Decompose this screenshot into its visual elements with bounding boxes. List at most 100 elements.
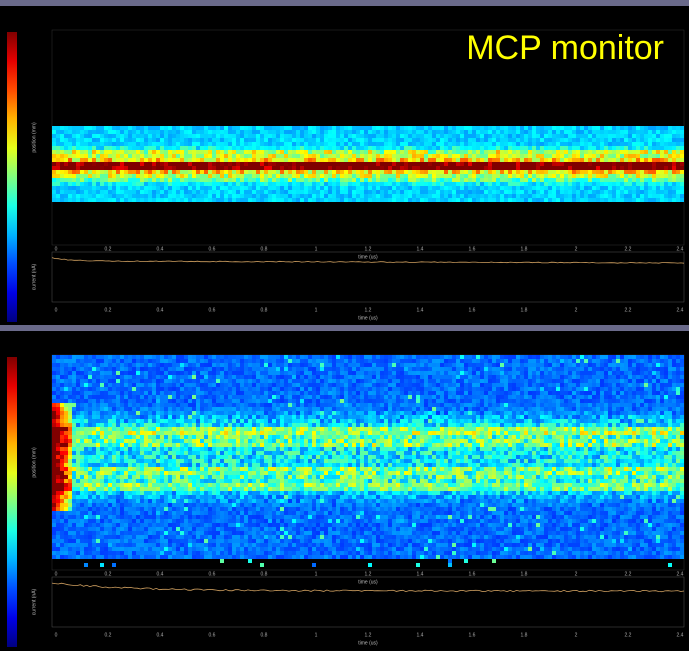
heatmap-cell <box>492 186 496 190</box>
heatmap-cell <box>452 174 456 178</box>
heatmap-cell <box>312 355 316 359</box>
heatmap-cell <box>160 190 164 194</box>
heatmap-cell <box>136 154 140 158</box>
heatmap-cell <box>220 194 224 198</box>
heatmap-cell <box>212 174 216 178</box>
heatmap-cell <box>60 134 64 138</box>
heatmap-cell <box>324 182 328 186</box>
heatmap-cell <box>420 170 424 174</box>
heatmap-cell <box>644 367 648 371</box>
heatmap-cell <box>404 363 408 367</box>
heatmap-cell <box>544 162 548 166</box>
heatmap-cell <box>368 367 372 371</box>
heatmap-cell <box>540 138 544 142</box>
heatmap-cell <box>244 174 248 178</box>
heatmap-cell <box>312 190 316 194</box>
heatmap-cell <box>628 367 632 371</box>
heatmap-cell <box>344 186 348 190</box>
heatmap-cell <box>308 371 312 375</box>
heatmap-cell <box>520 190 524 194</box>
heatmap-cell <box>400 391 404 395</box>
heatmap-cell <box>552 395 556 399</box>
heatmap-cell <box>236 190 240 194</box>
heatmap-cell <box>596 359 600 363</box>
heatmap-cell <box>200 186 204 190</box>
heatmap-cell <box>240 371 244 375</box>
heatmap-cell <box>92 178 96 182</box>
heatmap-cell <box>564 126 568 130</box>
heatmap-cell <box>320 367 324 371</box>
heatmap-cell <box>444 166 448 170</box>
heatmap-cell <box>484 194 488 198</box>
heatmap-cell <box>120 395 124 399</box>
heatmap-cell <box>56 126 60 130</box>
heatmap-cell <box>468 138 472 142</box>
heatmap-cell <box>624 355 628 359</box>
heatmap-cell <box>608 142 612 146</box>
heatmap-cell <box>520 375 524 379</box>
heatmap-cell <box>268 186 272 190</box>
heatmap-cell <box>72 154 76 158</box>
heatmap-cell <box>584 379 588 383</box>
heatmap-cell <box>452 170 456 174</box>
heatmap-cell <box>528 138 532 142</box>
heatmap-cell <box>392 178 396 182</box>
heatmap-cell <box>248 359 252 363</box>
heatmap-cell <box>272 399 276 403</box>
heatmap-cell <box>60 379 64 383</box>
heatmap-cell <box>540 355 544 359</box>
heatmap-cell <box>420 371 424 375</box>
heatmap-cell <box>676 198 680 202</box>
heatmap-cell <box>148 355 152 359</box>
heatmap-cell <box>508 142 512 146</box>
heatmap-cell <box>476 190 480 194</box>
heatmap-cell <box>628 134 632 138</box>
heatmap-cell <box>52 150 56 154</box>
heatmap-cell <box>80 126 84 130</box>
heatmap-cell <box>200 178 204 182</box>
heatmap-cell <box>280 190 284 194</box>
heatmap-cell <box>164 395 168 399</box>
heatmap-cell <box>456 379 460 383</box>
heatmap-cell <box>224 154 228 158</box>
heatmap-cell <box>64 383 68 387</box>
heatmap-cell <box>360 355 364 359</box>
heatmap-cell <box>332 198 336 202</box>
heatmap-cell <box>100 383 104 387</box>
heatmap-cell <box>100 178 104 182</box>
heatmap-cell <box>76 399 80 403</box>
heatmap-cell <box>340 126 344 130</box>
heatmap-cell <box>644 174 648 178</box>
heatmap-cell <box>140 363 144 367</box>
heatmap-cell <box>408 170 412 174</box>
heatmap-cell <box>476 130 480 134</box>
heatmap-cell <box>336 146 340 150</box>
heatmap-cell <box>648 126 652 130</box>
heatmap-cell <box>468 154 472 158</box>
heatmap-cell <box>580 154 584 158</box>
heatmap-cell <box>364 359 368 363</box>
heatmap-cell <box>668 387 672 391</box>
heatmap-cell <box>140 367 144 371</box>
heatmap-cell <box>576 178 580 182</box>
heatmap-cell <box>308 359 312 363</box>
heatmap-cell <box>372 186 376 190</box>
heatmap-cell <box>260 154 264 158</box>
heatmap-cell <box>464 387 468 391</box>
heatmap-cell <box>356 371 360 375</box>
heatmap-cell <box>352 150 356 154</box>
heatmap-cell <box>312 146 316 150</box>
x-tick-label: 0 <box>55 307 58 313</box>
heatmap-cell <box>416 178 420 182</box>
heatmap-cell <box>284 363 288 367</box>
heatmap-cell <box>556 138 560 142</box>
heatmap-cell <box>564 387 568 391</box>
heatmap-cell <box>356 162 360 166</box>
heatmap-cell <box>324 379 328 383</box>
heatmap-cell <box>232 158 236 162</box>
heatmap-cell <box>352 387 356 391</box>
heatmap-cell <box>592 379 596 383</box>
heatmap-cell <box>120 371 124 375</box>
heatmap-cell <box>468 399 472 403</box>
heatmap-cell <box>396 375 400 379</box>
